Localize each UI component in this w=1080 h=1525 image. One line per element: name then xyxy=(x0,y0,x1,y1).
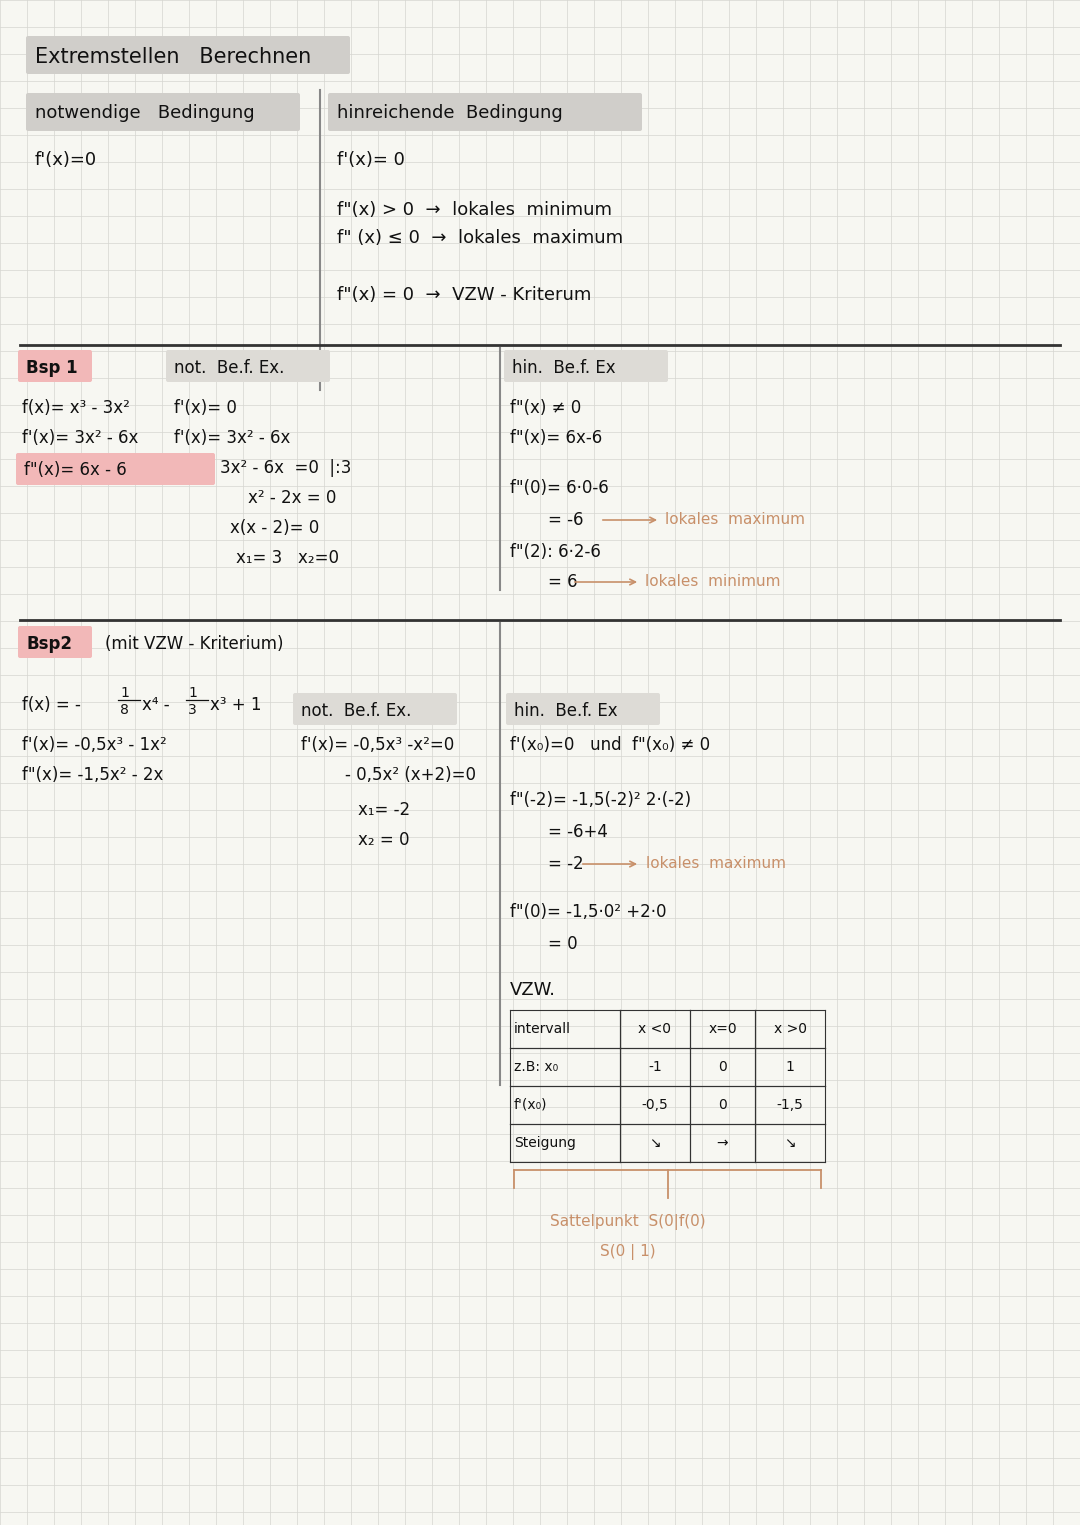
Text: f" (x) ≤ 0  →  lokales  maximum: f" (x) ≤ 0 → lokales maximum xyxy=(337,229,623,247)
Text: Steigung: Steigung xyxy=(514,1136,576,1150)
Text: f"(x)= 6x-6: f"(x)= 6x-6 xyxy=(510,429,603,447)
Text: Extremstellen   Berechnen: Extremstellen Berechnen xyxy=(35,47,311,67)
Text: f"(x)= 6x - 6: f"(x)= 6x - 6 xyxy=(24,461,126,479)
Text: f'(x)= 0: f'(x)= 0 xyxy=(174,400,237,416)
Text: f'(x)= -0,5x³ - 1x²: f'(x)= -0,5x³ - 1x² xyxy=(22,737,166,753)
Text: x₂ = 0: x₂ = 0 xyxy=(357,831,409,849)
Text: f"(-2)= -1,5(-2)² 2·(-2): f"(-2)= -1,5(-2)² 2·(-2) xyxy=(510,791,691,808)
Text: f'(x)= 0: f'(x)= 0 xyxy=(337,151,405,169)
FancyBboxPatch shape xyxy=(507,692,660,724)
Text: x >0: x >0 xyxy=(773,1022,807,1035)
Text: →: → xyxy=(717,1136,728,1150)
Text: = 6: = 6 xyxy=(548,573,578,592)
Text: f"(x) > 0  →  lokales  minimum: f"(x) > 0 → lokales minimum xyxy=(337,201,612,220)
Text: f'(x₀)=0   und  f"(x₀) ≠ 0: f'(x₀)=0 und f"(x₀) ≠ 0 xyxy=(510,737,711,753)
FancyBboxPatch shape xyxy=(328,93,642,131)
Text: lokales  maximum: lokales maximum xyxy=(646,857,786,871)
FancyBboxPatch shape xyxy=(16,453,215,485)
Text: 0: 0 xyxy=(718,1098,727,1112)
Text: x² - 2x = 0: x² - 2x = 0 xyxy=(248,490,336,506)
Text: 8: 8 xyxy=(120,703,129,717)
Text: not.  Be.f. Ex.: not. Be.f. Ex. xyxy=(174,358,284,377)
FancyBboxPatch shape xyxy=(18,351,92,381)
Text: -1,5: -1,5 xyxy=(777,1098,804,1112)
Text: f'(x)= 3x² - 6x: f'(x)= 3x² - 6x xyxy=(174,429,291,447)
Text: lokales  maximum: lokales maximum xyxy=(665,512,805,528)
Text: z.B: x₀: z.B: x₀ xyxy=(514,1060,558,1074)
Text: x <0: x <0 xyxy=(638,1022,672,1035)
Text: f(x)= x³ - 3x²: f(x)= x³ - 3x² xyxy=(22,400,130,416)
Text: = -2: = -2 xyxy=(548,856,583,872)
Text: hinreichende  Bedingung: hinreichende Bedingung xyxy=(337,104,563,122)
FancyBboxPatch shape xyxy=(26,37,350,75)
Text: lokales  minimum: lokales minimum xyxy=(645,575,781,590)
Text: f(x) = -: f(x) = - xyxy=(22,695,81,714)
FancyBboxPatch shape xyxy=(18,625,92,657)
Text: = 0: = 0 xyxy=(548,935,578,953)
Text: not.  Be.f. Ex.: not. Be.f. Ex. xyxy=(301,702,411,720)
FancyBboxPatch shape xyxy=(504,351,669,381)
Text: intervall: intervall xyxy=(514,1022,571,1035)
Text: VZW.: VZW. xyxy=(510,981,556,999)
Text: hin.  Be.f. Ex: hin. Be.f. Ex xyxy=(514,702,618,720)
Text: S(0 | 1): S(0 | 1) xyxy=(600,1244,656,1260)
Text: Bsp2: Bsp2 xyxy=(26,634,72,653)
Text: f"(0)= 6·0-6: f"(0)= 6·0-6 xyxy=(510,479,609,497)
Text: Bsp 1: Bsp 1 xyxy=(26,358,78,377)
Text: f"(0)= -1,5·0² +2·0: f"(0)= -1,5·0² +2·0 xyxy=(510,903,666,921)
Text: f"(x) ≠ 0: f"(x) ≠ 0 xyxy=(510,400,581,416)
Text: 1: 1 xyxy=(120,686,129,700)
Text: notwendige   Bedingung: notwendige Bedingung xyxy=(35,104,255,122)
Text: ↘: ↘ xyxy=(784,1136,796,1150)
Text: f"(x) = 0  →  VZW - Kriterum: f"(x) = 0 → VZW - Kriterum xyxy=(337,287,592,303)
Text: 0: 0 xyxy=(718,1060,727,1074)
Text: x(x - 2)= 0: x(x - 2)= 0 xyxy=(230,518,320,537)
Text: = -6+4: = -6+4 xyxy=(548,824,608,840)
FancyBboxPatch shape xyxy=(166,351,330,381)
Text: 3x² - 6x  =0  |:3: 3x² - 6x =0 |:3 xyxy=(220,459,351,477)
Text: (mit VZW - Kriterium): (mit VZW - Kriterium) xyxy=(105,634,283,653)
Text: 1: 1 xyxy=(785,1060,795,1074)
Text: x₁= 3   x₂=0: x₁= 3 x₂=0 xyxy=(237,549,339,567)
Text: f'(x)= -0,5x³ -x²=0: f'(x)= -0,5x³ -x²=0 xyxy=(301,737,455,753)
Text: x=0: x=0 xyxy=(708,1022,737,1035)
Text: ↘: ↘ xyxy=(649,1136,661,1150)
Text: - 0,5x² (x+2)=0: - 0,5x² (x+2)=0 xyxy=(345,766,476,784)
FancyBboxPatch shape xyxy=(293,692,457,724)
Text: f"(2): 6·2-6: f"(2): 6·2-6 xyxy=(510,543,600,561)
Text: x³ + 1: x³ + 1 xyxy=(210,695,261,714)
Text: = -6: = -6 xyxy=(548,511,583,529)
Text: f'(x)=0: f'(x)=0 xyxy=(35,151,97,169)
Text: x⁴ -: x⁴ - xyxy=(141,695,170,714)
Text: f'(x)= 3x² - 6x: f'(x)= 3x² - 6x xyxy=(22,429,138,447)
Text: f'(x₀): f'(x₀) xyxy=(514,1098,548,1112)
Text: 3: 3 xyxy=(188,703,197,717)
Text: -1: -1 xyxy=(648,1060,662,1074)
Text: hin.  Be.f. Ex: hin. Be.f. Ex xyxy=(512,358,616,377)
Text: f"(x)= -1,5x² - 2x: f"(x)= -1,5x² - 2x xyxy=(22,766,163,784)
Text: x₁= -2: x₁= -2 xyxy=(357,801,410,819)
Text: -0,5: -0,5 xyxy=(642,1098,669,1112)
Text: 1: 1 xyxy=(188,686,197,700)
FancyBboxPatch shape xyxy=(26,93,300,131)
Text: Sattelpunkt  S(0|f(0): Sattelpunkt S(0|f(0) xyxy=(550,1214,705,1231)
